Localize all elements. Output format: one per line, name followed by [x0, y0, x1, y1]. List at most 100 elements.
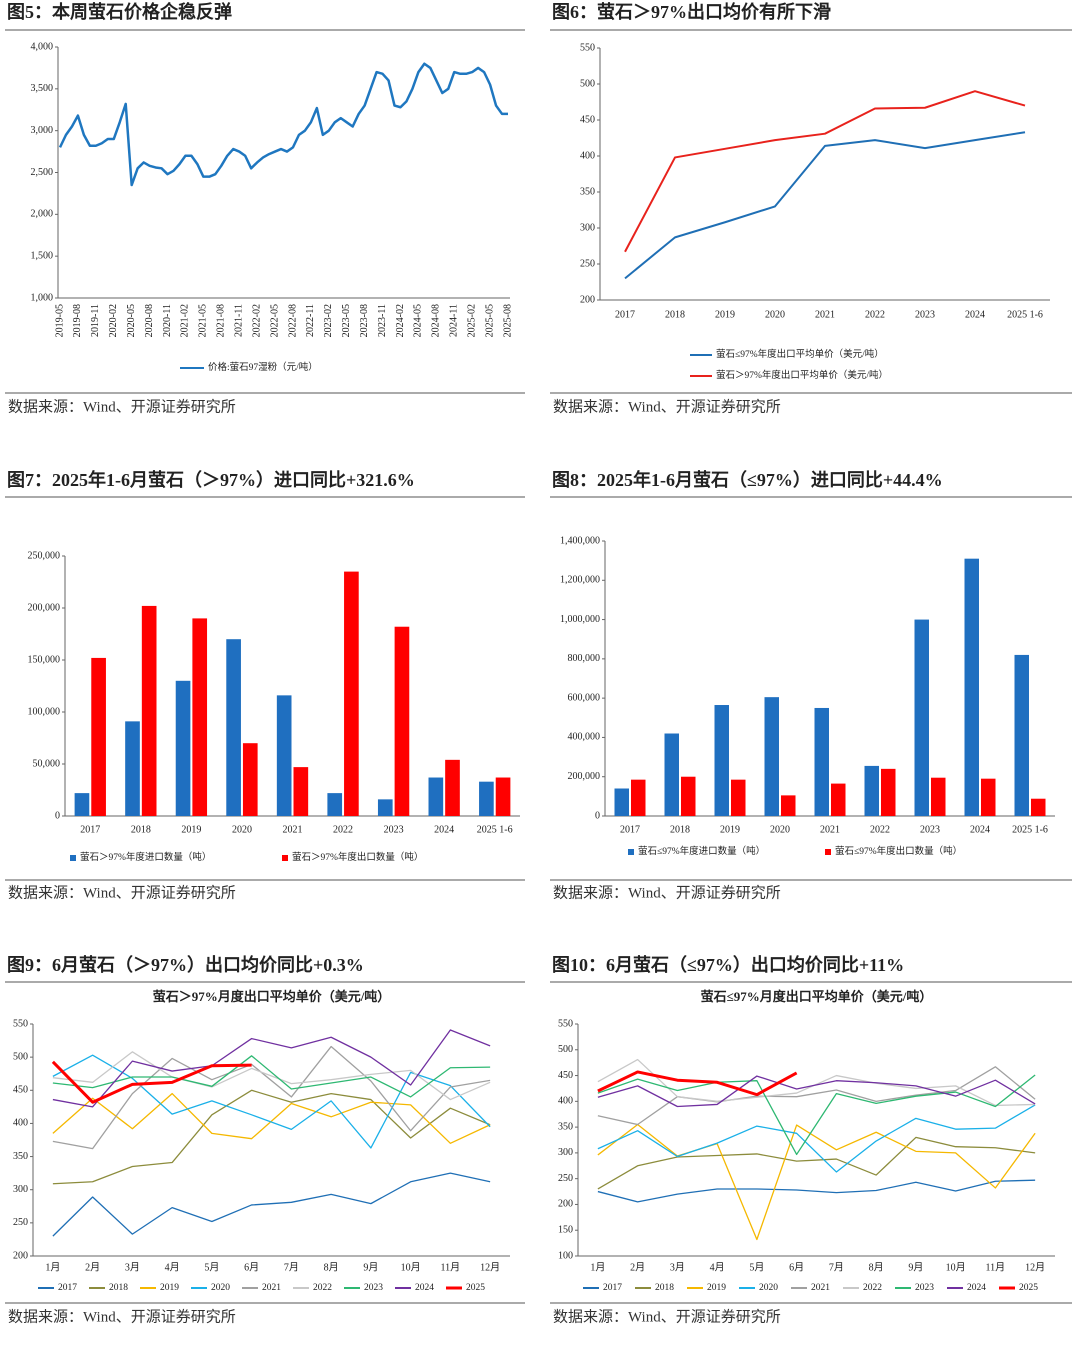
series-line	[52, 1045, 491, 1150]
x-tick-label: 2021-11	[233, 304, 244, 337]
x-tick-label: 2023-05	[341, 304, 352, 337]
legend-label: 萤石＞97%年度进口数量（吨）	[80, 851, 211, 863]
x-tick-label: 2022-02	[251, 304, 262, 337]
x-tick-label: 2021-05	[198, 304, 209, 337]
x-tick-label: 2025-08	[502, 304, 513, 337]
x-tick-label: 2023	[384, 824, 404, 835]
y-tick-label: 0	[55, 810, 60, 821]
bar	[731, 779, 746, 816]
y-tick-label: 500	[558, 1044, 573, 1055]
legend-label: 2024	[967, 1283, 986, 1293]
bar	[226, 639, 241, 816]
bar	[914, 619, 929, 816]
x-tick-label: 2020-05	[126, 304, 137, 337]
x-tick-label: 2024-05	[413, 304, 424, 337]
legend-label: 2019	[707, 1283, 726, 1293]
x-tick-label: 12月	[1025, 1261, 1045, 1273]
x-tick-label: 2020	[232, 824, 252, 835]
legend-label: 2021	[262, 1283, 281, 1293]
x-tick-label: 8月	[324, 1261, 339, 1273]
bar	[242, 743, 258, 816]
x-tick-label: 4月	[710, 1261, 725, 1273]
legend-label: 2019	[160, 1283, 179, 1293]
y-tick-label: 450	[13, 1085, 28, 1096]
x-tick-label: 9月	[363, 1261, 378, 1273]
x-tick-label: 2019-05	[54, 304, 65, 337]
x-tick-label: 2020-11	[162, 304, 173, 337]
series-line	[597, 1104, 1036, 1173]
y-tick-label: 200,000	[28, 602, 61, 613]
x-tick-label: 2020-08	[144, 304, 155, 337]
y-tick-label: 3,000	[31, 125, 54, 136]
y-tick-label: 1,000	[31, 292, 54, 303]
series-line	[52, 1092, 491, 1144]
y-tick-label: 250	[13, 1217, 28, 1228]
x-tick-label: 9月	[908, 1261, 923, 1273]
chart-title: 图10：6月萤石（≤97%）出口均价同比+11%	[552, 954, 904, 975]
y-tick-label: 550	[13, 1018, 28, 1029]
legend-label: 2023	[915, 1283, 934, 1293]
x-tick-label: 6月	[244, 1261, 259, 1273]
x-tick-label: 2019	[715, 309, 735, 320]
bar	[981, 778, 996, 816]
x-tick-label: 2025-02	[466, 304, 477, 337]
bar	[141, 605, 157, 816]
bar	[831, 783, 846, 816]
x-tick-label: 2021	[283, 824, 303, 835]
x-tick-label: 4月	[165, 1261, 180, 1273]
y-tick-label: 1,000,000	[560, 614, 600, 625]
x-tick-label: 2023	[920, 824, 940, 835]
x-tick-label: 2022	[870, 824, 890, 835]
x-tick-label: 2022-11	[305, 304, 316, 337]
bar	[631, 779, 646, 816]
bar	[479, 781, 494, 816]
x-tick-label: 2月	[630, 1261, 645, 1273]
legend-label: 2024	[415, 1283, 434, 1293]
legend-label: 2017	[603, 1283, 622, 1293]
legend-label: 2022	[863, 1283, 882, 1293]
x-tick-label: 2021	[820, 824, 840, 835]
y-tick-label: 550	[558, 1018, 573, 1029]
y-tick-label: 450	[558, 1070, 573, 1081]
x-tick-label: 2019-11	[90, 304, 101, 337]
legend-swatch	[70, 855, 76, 861]
y-tick-label: 300	[558, 1147, 573, 1158]
x-tick-label: 10月	[401, 1261, 421, 1273]
x-tick-label: 11月	[441, 1261, 461, 1273]
legend-label: 萤石＞97%年度出口数量（吨）	[292, 851, 423, 863]
x-tick-label: 5月	[749, 1261, 764, 1273]
y-tick-label: 150	[558, 1225, 573, 1236]
x-tick-label: 2024-11	[449, 304, 460, 337]
series-line	[52, 1054, 491, 1149]
y-tick-label: 100,000	[28, 706, 61, 717]
legend-label: 2025	[466, 1283, 485, 1293]
y-tick-label: 250	[558, 1173, 573, 1184]
bar	[125, 721, 140, 816]
x-tick-label: 10月	[946, 1261, 966, 1273]
x-tick-label: 2017	[620, 824, 640, 835]
series-line	[51, 1060, 252, 1104]
bar	[931, 777, 946, 816]
legend-label: 萤石＞97%年度出口平均单价（美元/吨）	[716, 369, 888, 381]
legend-label: 2018	[109, 1283, 128, 1293]
y-tick-label: 350	[13, 1151, 28, 1162]
source-note: 数据来源：Wind、开源证券研究所	[8, 884, 236, 901]
y-tick-label: 1,500	[31, 250, 54, 261]
y-tick-label: 50,000	[33, 758, 61, 769]
x-tick-label: 6月	[789, 1261, 804, 1273]
x-tick-label: 2022	[865, 309, 885, 320]
legend-label: 价格:萤石97湿粉（元/吨）	[208, 361, 318, 373]
legend-swatch	[628, 849, 634, 855]
x-tick-label: 2017	[80, 824, 100, 835]
bar	[192, 618, 208, 816]
x-tick-label: 2018	[665, 309, 685, 320]
y-tick-label: 200	[13, 1250, 28, 1261]
x-tick-label: 2024-02	[395, 304, 406, 337]
x-tick-label: 1月	[590, 1261, 605, 1273]
series-line	[624, 131, 1026, 280]
series-line	[58, 62, 508, 187]
legend-label: 2025	[1019, 1283, 1038, 1293]
bar	[91, 657, 106, 816]
bar	[964, 558, 979, 816]
